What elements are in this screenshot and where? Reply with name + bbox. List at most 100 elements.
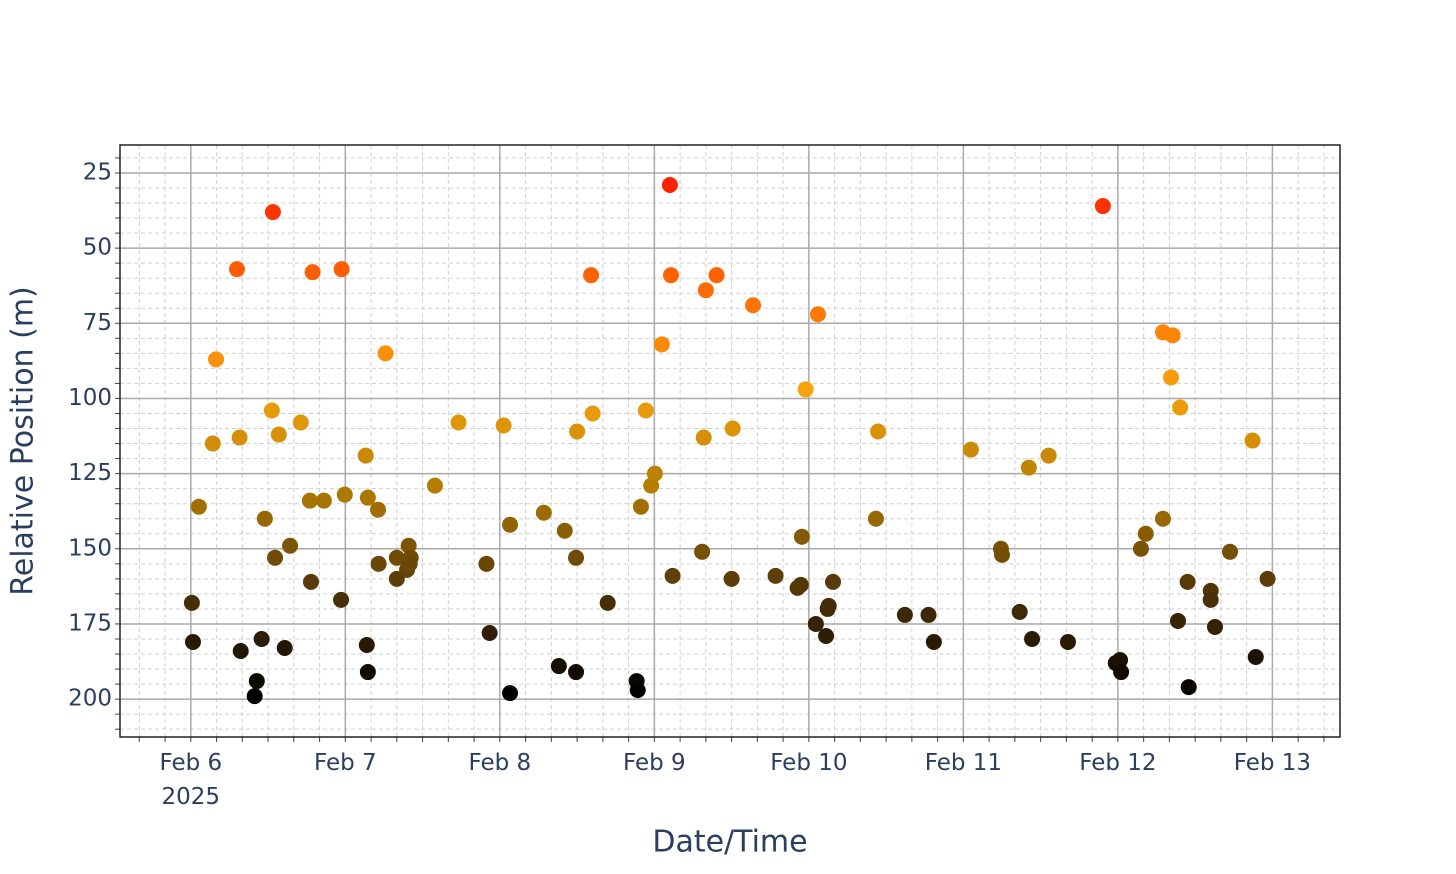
x-tick-label: Feb 10 — [770, 750, 848, 776]
point — [556, 522, 573, 539]
y-axis-title: Relative Position (m) — [6, 286, 41, 596]
x-tick-label: Feb 12 — [1079, 750, 1157, 776]
point — [1247, 649, 1264, 666]
point — [694, 543, 711, 560]
point — [302, 573, 319, 590]
point — [357, 447, 374, 464]
point — [825, 573, 842, 590]
point — [920, 606, 937, 623]
point — [336, 486, 353, 503]
point — [1137, 525, 1154, 542]
point — [208, 351, 225, 368]
point — [818, 627, 835, 644]
x-tick-label: Feb 8 — [468, 750, 532, 776]
point — [599, 594, 616, 611]
point — [1244, 432, 1261, 449]
point — [292, 414, 309, 431]
point — [583, 267, 600, 284]
point — [256, 510, 273, 527]
y-tick-label: 200 — [68, 686, 112, 712]
point — [358, 636, 375, 653]
point — [807, 615, 824, 632]
point — [568, 549, 585, 566]
point — [232, 643, 249, 660]
x-tick-label: Feb 11 — [924, 750, 1003, 776]
point — [1154, 510, 1171, 527]
point — [809, 306, 826, 323]
point — [1011, 603, 1028, 620]
point — [550, 658, 567, 675]
point — [184, 633, 201, 650]
point — [1040, 447, 1057, 464]
point — [190, 498, 207, 515]
point — [962, 441, 979, 458]
point — [1164, 327, 1181, 344]
point — [632, 498, 649, 515]
point — [697, 282, 714, 299]
point — [1163, 369, 1180, 386]
y-tick-label: 125 — [68, 460, 112, 486]
point — [246, 688, 263, 705]
point — [377, 345, 394, 362]
point — [301, 492, 318, 509]
point — [637, 402, 654, 419]
y-tick-label: 50 — [83, 235, 112, 261]
point — [994, 546, 1011, 563]
point — [867, 510, 884, 527]
point — [478, 555, 495, 572]
point — [1059, 633, 1076, 650]
point — [502, 516, 519, 533]
point — [183, 594, 200, 611]
point — [1172, 399, 1189, 416]
point — [263, 402, 280, 419]
point — [253, 630, 270, 647]
point — [228, 261, 245, 278]
point — [388, 549, 405, 566]
point — [502, 685, 519, 702]
point — [568, 664, 585, 681]
x-axis-title: Date/Time — [652, 825, 807, 860]
point — [643, 477, 660, 494]
y-tick-label: 150 — [68, 535, 112, 561]
point — [370, 555, 387, 572]
point — [661, 176, 678, 193]
point — [797, 381, 814, 398]
point — [481, 624, 498, 641]
point — [282, 537, 299, 554]
point — [426, 477, 443, 494]
point — [535, 504, 552, 521]
point — [870, 423, 887, 440]
point — [359, 489, 376, 506]
point — [793, 528, 810, 545]
x-tick-label: Feb 7 — [313, 750, 377, 776]
point — [304, 264, 321, 281]
point — [664, 567, 681, 584]
point — [1132, 540, 1149, 557]
point — [662, 267, 679, 284]
point — [450, 414, 467, 431]
point — [359, 664, 376, 681]
plot-frame — [119, 144, 1341, 738]
point — [267, 549, 284, 566]
point — [333, 261, 350, 278]
point — [1202, 591, 1219, 608]
point — [584, 405, 601, 422]
point — [1112, 652, 1129, 669]
x-tick-label: Feb 6 2025 — [159, 750, 223, 810]
point — [925, 633, 942, 650]
point — [1206, 618, 1223, 635]
point — [1113, 664, 1130, 681]
point — [653, 336, 670, 353]
point — [248, 673, 265, 690]
point — [1169, 612, 1186, 629]
point — [264, 204, 281, 221]
y-tick-label: 75 — [83, 310, 112, 336]
point — [1179, 573, 1196, 590]
point — [401, 555, 418, 572]
point — [767, 567, 784, 584]
point — [370, 501, 387, 518]
y-tick-label: 25 — [83, 159, 112, 185]
y-tick-label: 175 — [68, 610, 112, 636]
